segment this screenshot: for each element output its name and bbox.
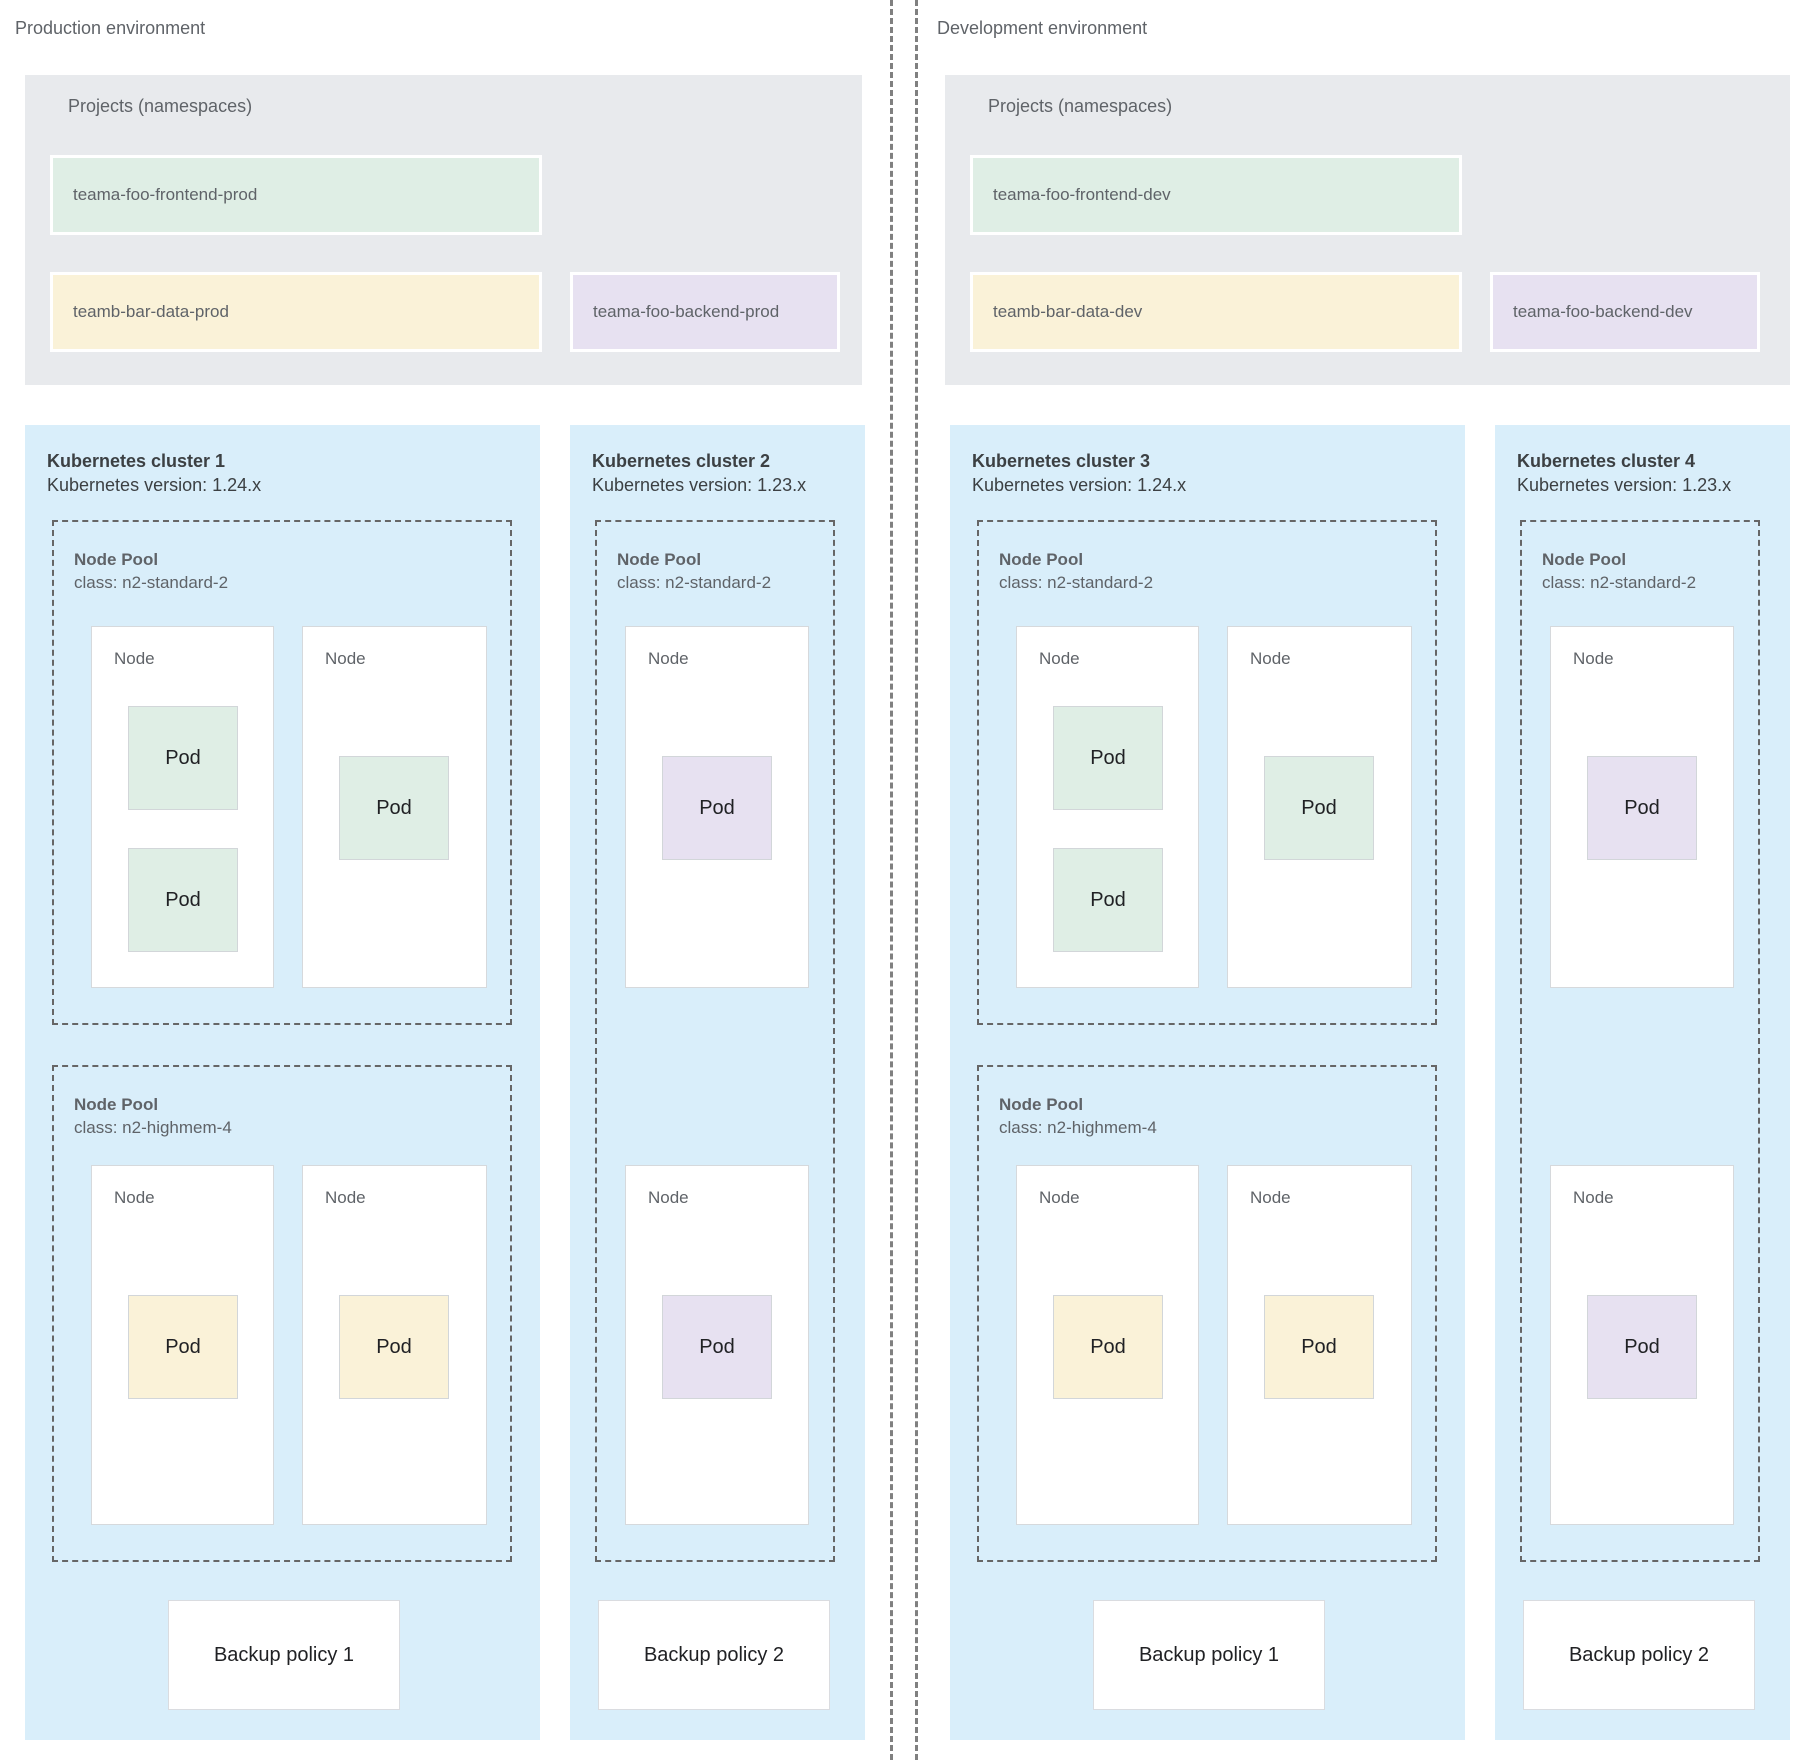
cluster-version: Kubernetes version: 1.23.x bbox=[592, 475, 807, 495]
pod-box: Pod bbox=[128, 1295, 238, 1399]
cluster-card-1: Kubernetes cluster 1 Kubernetes version:… bbox=[25, 425, 540, 1740]
pod-box: Pod bbox=[662, 1295, 772, 1399]
node-pool-title: Node Pool bbox=[74, 1095, 159, 1114]
pod-box: Pod bbox=[1053, 848, 1163, 952]
node-label: Node bbox=[648, 649, 689, 668]
backup-policy-card: Backup policy 2 bbox=[1523, 1600, 1755, 1710]
pod-box: Pod bbox=[1587, 1295, 1697, 1399]
cluster-card-3: Kubernetes cluster 3 Kubernetes version:… bbox=[950, 425, 1465, 1740]
cluster-header: Kubernetes cluster 1 Kubernetes version:… bbox=[47, 449, 261, 497]
node-pool-class: class: n2-standard-2 bbox=[617, 573, 772, 592]
pod-box: Pod bbox=[339, 756, 449, 860]
node-pool: Node Pool class: n2-standard-2 Node Pod … bbox=[595, 520, 835, 1562]
node-pool: Node Pool class: n2-standard-2 Node Pod … bbox=[977, 520, 1437, 1025]
node-label: Node bbox=[1573, 649, 1614, 668]
cluster-card-4: Kubernetes cluster 4 Kubernetes version:… bbox=[1495, 425, 1790, 1740]
namespace-chip: teama-foo-frontend-prod bbox=[50, 155, 542, 235]
node-label: Node bbox=[1250, 1188, 1291, 1207]
cluster-title: Kubernetes cluster 2 bbox=[592, 451, 771, 471]
node-label: Node bbox=[1250, 649, 1291, 668]
pod-box: Pod bbox=[1053, 1295, 1163, 1399]
projects-title: Projects (namespaces) bbox=[68, 96, 253, 116]
node-pool-class: class: n2-standard-2 bbox=[74, 573, 229, 592]
node-pool-header: Node Pool class: n2-highmem-4 bbox=[999, 1093, 1157, 1139]
namespace-chip: teama-foo-frontend-dev bbox=[970, 155, 1462, 235]
node-box: Node Pod bbox=[1550, 1165, 1734, 1525]
pod-box: Pod bbox=[1264, 1295, 1374, 1399]
node-pool-class: class: n2-standard-2 bbox=[1542, 573, 1697, 592]
projects-panel-production: Projects (namespaces) teama-foo-frontend… bbox=[25, 75, 862, 385]
node-box: Node Pod bbox=[302, 626, 487, 988]
cluster-card-2: Kubernetes cluster 2 Kubernetes version:… bbox=[570, 425, 865, 1740]
node-pool: Node Pool class: n2-highmem-4 Node Pod N… bbox=[977, 1065, 1437, 1562]
node-box: Node Pod Pod bbox=[1016, 626, 1199, 988]
node-pool: Node Pool class: n2-standard-2 Node Pod … bbox=[52, 520, 512, 1025]
cluster-header: Kubernetes cluster 2 Kubernetes version:… bbox=[592, 449, 806, 497]
node-label: Node bbox=[1039, 649, 1080, 668]
projects-panel-development: Projects (namespaces) teama-foo-frontend… bbox=[945, 75, 1790, 385]
cluster-title: Kubernetes cluster 1 bbox=[47, 451, 226, 471]
environment-label-production: Production environment bbox=[15, 18, 206, 38]
node-label: Node bbox=[325, 1188, 366, 1207]
node-label: Node bbox=[325, 649, 366, 668]
pod-box: Pod bbox=[339, 1295, 449, 1399]
node-box: Node Pod bbox=[625, 1165, 809, 1525]
node-pool-class: class: n2-highmem-4 bbox=[999, 1118, 1157, 1137]
cluster-header: Kubernetes cluster 4 Kubernetes version:… bbox=[1517, 449, 1731, 497]
node-pool-class: class: n2-highmem-4 bbox=[74, 1118, 232, 1137]
pod-box: Pod bbox=[1587, 756, 1697, 860]
pod-box: Pod bbox=[662, 756, 772, 860]
node-pool-header: Node Pool class: n2-standard-2 bbox=[999, 548, 1153, 594]
node-box: Node Pod bbox=[1227, 1165, 1412, 1525]
cluster-title: Kubernetes cluster 3 bbox=[972, 451, 1151, 471]
node-pool-header: Node Pool class: n2-standard-2 bbox=[1542, 548, 1696, 594]
node-pool-class: class: n2-standard-2 bbox=[999, 573, 1154, 592]
namespace-chip: teamb-bar-data-dev bbox=[970, 272, 1462, 352]
node-label: Node bbox=[114, 1188, 155, 1207]
pod-box: Pod bbox=[1264, 756, 1374, 860]
node-label: Node bbox=[648, 1188, 689, 1207]
backup-policy-card: Backup policy 2 bbox=[598, 1600, 830, 1710]
projects-title: Projects (namespaces) bbox=[988, 96, 1173, 116]
node-pool-header: Node Pool class: n2-standard-2 bbox=[617, 548, 771, 594]
node-box: Node Pod bbox=[1227, 626, 1412, 988]
node-pool: Node Pool class: n2-standard-2 Node Pod … bbox=[1520, 520, 1760, 1562]
node-pool-header: Node Pool class: n2-highmem-4 bbox=[74, 1093, 232, 1139]
pod-box: Pod bbox=[128, 706, 238, 810]
node-box: Node Pod bbox=[625, 626, 809, 988]
node-label: Node bbox=[1573, 1188, 1614, 1207]
environment-divider bbox=[890, 0, 918, 1760]
node-box: Node Pod bbox=[302, 1165, 487, 1525]
node-label: Node bbox=[114, 649, 155, 668]
pod-box: Pod bbox=[1053, 706, 1163, 810]
namespace-chip: teama-foo-backend-dev bbox=[1490, 272, 1760, 352]
node-box: Node Pod bbox=[1550, 626, 1734, 988]
node-pool-header: Node Pool class: n2-standard-2 bbox=[74, 548, 228, 594]
node-box: Node Pod Pod bbox=[91, 626, 274, 988]
cluster-version: Kubernetes version: 1.24.x bbox=[972, 475, 1187, 495]
node-pool-title: Node Pool bbox=[999, 550, 1084, 569]
node-pool-title: Node Pool bbox=[617, 550, 702, 569]
node-pool-title: Node Pool bbox=[74, 550, 159, 569]
node-box: Node Pod bbox=[1016, 1165, 1199, 1525]
cluster-version: Kubernetes version: 1.23.x bbox=[1517, 475, 1732, 495]
node-pool-title: Node Pool bbox=[1542, 550, 1627, 569]
pod-box: Pod bbox=[128, 848, 238, 952]
cluster-title: Kubernetes cluster 4 bbox=[1517, 451, 1696, 471]
node-box: Node Pod bbox=[91, 1165, 274, 1525]
backup-policy-card: Backup policy 1 bbox=[1093, 1600, 1325, 1710]
namespace-chip: teamb-bar-data-prod bbox=[50, 272, 542, 352]
node-pool-title: Node Pool bbox=[999, 1095, 1084, 1114]
environment-label-development: Development environment bbox=[937, 18, 1148, 38]
namespace-chip: teama-foo-backend-prod bbox=[570, 272, 840, 352]
backup-policy-card: Backup policy 1 bbox=[168, 1600, 400, 1710]
cluster-version: Kubernetes version: 1.24.x bbox=[47, 475, 262, 495]
cluster-header: Kubernetes cluster 3 Kubernetes version:… bbox=[972, 449, 1186, 497]
node-label: Node bbox=[1039, 1188, 1080, 1207]
node-pool: Node Pool class: n2-highmem-4 Node Pod N… bbox=[52, 1065, 512, 1562]
